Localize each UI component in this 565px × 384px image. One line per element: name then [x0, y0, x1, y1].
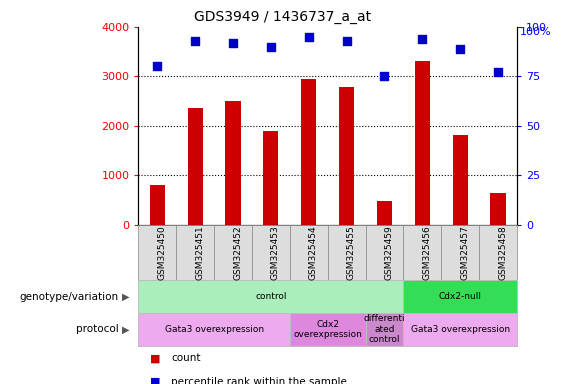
- Text: GSM325453: GSM325453: [271, 225, 280, 280]
- Text: ■: ■: [150, 353, 160, 363]
- Point: [342, 38, 351, 44]
- Bar: [490, 192, 506, 225]
- Text: GSM325456: GSM325456: [423, 225, 431, 280]
- Text: Gata3 overexpression: Gata3 overexpression: [164, 325, 264, 334]
- Bar: [301, 79, 316, 225]
- Text: GSM325458: GSM325458: [498, 225, 507, 280]
- Bar: [225, 101, 241, 225]
- Text: GSM325457: GSM325457: [460, 225, 469, 280]
- Bar: [377, 201, 392, 225]
- Text: Cdx2
overexpression: Cdx2 overexpression: [293, 319, 362, 339]
- Point: [153, 63, 162, 70]
- Bar: [188, 108, 203, 225]
- Text: count: count: [171, 353, 201, 363]
- Bar: [263, 131, 279, 225]
- Bar: [339, 87, 354, 225]
- Text: genotype/variation: genotype/variation: [20, 291, 119, 302]
- Point: [380, 73, 389, 79]
- Bar: [415, 61, 430, 225]
- Point: [456, 46, 465, 52]
- Point: [418, 36, 427, 42]
- Text: ■: ■: [150, 377, 160, 384]
- Point: [267, 44, 276, 50]
- Text: ▶: ▶: [121, 324, 129, 334]
- Text: GSM325459: GSM325459: [385, 225, 393, 280]
- Text: Cdx2-null: Cdx2-null: [438, 292, 482, 301]
- Text: GSM325454: GSM325454: [308, 225, 318, 280]
- Text: GDS3949 / 1436737_a_at: GDS3949 / 1436737_a_at: [194, 10, 371, 23]
- Bar: [453, 135, 468, 225]
- Text: protocol: protocol: [76, 324, 119, 334]
- Text: GSM325451: GSM325451: [195, 225, 204, 280]
- Text: Gata3 overexpression: Gata3 overexpression: [411, 325, 510, 334]
- Text: 100%: 100%: [520, 27, 551, 37]
- Point: [494, 69, 503, 75]
- Point: [228, 40, 238, 46]
- Text: control: control: [255, 292, 286, 301]
- Point: [191, 38, 200, 44]
- Text: ▶: ▶: [121, 291, 129, 302]
- Text: differenti
ated
control: differenti ated control: [364, 314, 405, 344]
- Text: GSM325455: GSM325455: [346, 225, 355, 280]
- Text: percentile rank within the sample: percentile rank within the sample: [171, 377, 347, 384]
- Bar: [150, 185, 165, 225]
- Text: GSM325450: GSM325450: [157, 225, 166, 280]
- Point: [305, 34, 314, 40]
- Text: GSM325452: GSM325452: [233, 225, 242, 280]
